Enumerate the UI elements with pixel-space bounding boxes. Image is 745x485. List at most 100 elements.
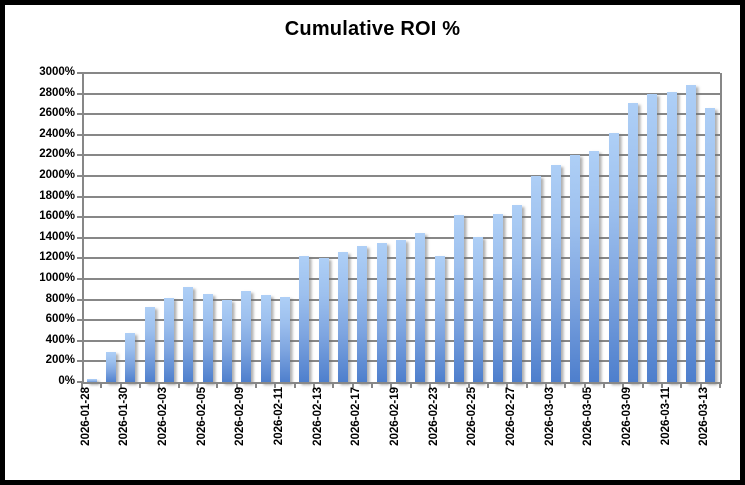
bar xyxy=(241,291,252,383)
bar xyxy=(473,237,484,383)
bar xyxy=(144,306,155,383)
x-axis-tick xyxy=(197,383,199,388)
y-axis-tick xyxy=(77,319,82,322)
x-axis-tick xyxy=(583,383,586,388)
x-axis-tick xyxy=(158,383,161,388)
x-axis-tick xyxy=(235,383,238,388)
x-axis-tick xyxy=(467,383,470,388)
x-axis-tick xyxy=(622,383,625,388)
x-axis-tick xyxy=(603,383,605,388)
y-axis-label: 2800% xyxy=(39,86,75,99)
y-axis-label: 2400% xyxy=(39,127,75,140)
bar xyxy=(125,332,136,383)
bar xyxy=(589,151,600,383)
y-axis-label: 1600% xyxy=(39,210,75,223)
y-axis-tick xyxy=(77,278,82,280)
gridline xyxy=(82,133,720,136)
bar xyxy=(299,255,310,383)
x-axis-tick xyxy=(661,383,663,388)
y-axis-tick xyxy=(77,195,82,198)
y-axis-label: 400% xyxy=(45,333,75,346)
x-axis-tick xyxy=(177,383,180,388)
bar xyxy=(396,240,406,383)
x-axis-label: 2026-03-13 xyxy=(698,387,711,446)
y-axis-tick xyxy=(77,216,82,219)
x-axis-tick xyxy=(719,383,721,388)
bar xyxy=(260,295,271,383)
bar xyxy=(338,252,348,383)
y-axis-label: 1000% xyxy=(39,272,75,284)
x-axis-label: 2026-03-11 xyxy=(659,387,672,446)
gridline xyxy=(82,154,720,157)
y-axis-tick xyxy=(77,360,82,363)
x-axis-tick xyxy=(390,383,393,388)
bar xyxy=(357,245,368,383)
x-axis-tick xyxy=(641,383,644,388)
x-axis-tick xyxy=(332,383,335,388)
y-axis-label: 2200% xyxy=(39,148,75,161)
y-axis-tick xyxy=(77,92,82,95)
chart-title: Cumulative ROI % xyxy=(284,18,461,40)
y-axis-label: 2000% xyxy=(39,169,75,181)
gridline xyxy=(82,236,720,239)
bar xyxy=(280,297,290,383)
x-axis-tick xyxy=(216,383,219,388)
y-axis-tick xyxy=(77,257,82,260)
bar xyxy=(202,293,213,383)
bar xyxy=(628,103,638,383)
x-axis-label: 2026-01-28 xyxy=(79,387,92,446)
bar xyxy=(531,176,542,383)
x-axis-label: 2026-02-25 xyxy=(466,387,479,446)
y-axis-tick xyxy=(77,339,82,342)
x-axis-tick xyxy=(680,383,683,388)
bar xyxy=(492,213,503,383)
y-axis-label: 600% xyxy=(45,313,75,326)
gridline xyxy=(82,72,720,74)
y-axis-tick xyxy=(77,133,82,136)
x-axis-line xyxy=(82,382,720,384)
bar xyxy=(666,91,677,383)
bar xyxy=(608,133,619,383)
y-axis-tick xyxy=(77,72,82,74)
x-axis-tick xyxy=(255,383,257,388)
y-axis-label: 1400% xyxy=(39,230,75,243)
x-axis-tick xyxy=(429,383,431,388)
x-axis-label: 2026-02-05 xyxy=(195,387,208,446)
x-axis-tick xyxy=(81,383,83,388)
x-axis-tick xyxy=(371,383,373,388)
x-axis-tick xyxy=(409,383,412,388)
bar xyxy=(106,352,116,383)
bar xyxy=(183,287,194,383)
x-axis-label: 2026-02-13 xyxy=(311,387,324,446)
x-axis-tick xyxy=(293,383,296,388)
x-axis-label: 2026-02-03 xyxy=(157,387,169,446)
x-axis-label: 2026-02-23 xyxy=(427,387,440,446)
bar xyxy=(550,164,561,383)
bar xyxy=(512,204,522,383)
x-axis-tick xyxy=(100,383,103,388)
gridline xyxy=(82,92,720,95)
y-axis-line xyxy=(82,73,84,384)
x-axis-label: 2026-02-11 xyxy=(273,387,285,446)
y-axis-label: 2600% xyxy=(39,107,75,120)
x-axis-tick xyxy=(139,383,141,388)
bar xyxy=(705,107,716,383)
gridline xyxy=(82,195,720,198)
x-axis-label: 2026-02-27 xyxy=(505,387,517,446)
x-axis-tick xyxy=(274,383,277,388)
bar xyxy=(686,84,696,383)
y-axis-label: 800% xyxy=(45,292,75,305)
bar xyxy=(647,93,658,383)
x-axis-label: 2026-03-05 xyxy=(582,387,595,446)
chart-canvas: Cumulative ROI % 0% 200% 400% 600% 800% 1000%… xyxy=(5,5,740,480)
x-axis-label: 2026-03-09 xyxy=(621,387,633,446)
y-axis-tick xyxy=(77,381,82,383)
x-axis-tick xyxy=(699,383,702,388)
bar xyxy=(454,215,464,383)
y-axis-tick xyxy=(77,298,82,301)
x-axis-label: 2026-02-19 xyxy=(389,387,401,446)
bar xyxy=(415,232,426,383)
bar xyxy=(86,378,97,383)
bar xyxy=(222,299,232,383)
bar xyxy=(164,297,174,383)
